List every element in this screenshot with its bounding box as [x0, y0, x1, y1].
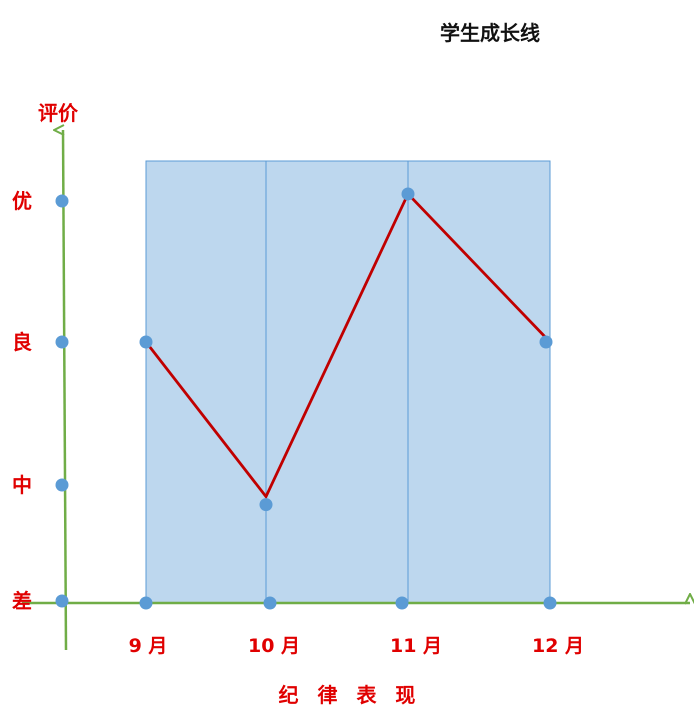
- y-level-marker: [55, 594, 69, 608]
- data-point: [401, 187, 415, 201]
- x-axis-label: 纪 律 表 现: [279, 683, 422, 707]
- data-point: [259, 498, 273, 512]
- x-category-marker: [395, 596, 409, 610]
- x-tick-labels: 9 月 10 月 11 月 12 月: [129, 635, 584, 657]
- y-level-marker: [55, 478, 69, 492]
- x-tick-label: 10 月: [248, 635, 300, 657]
- y-level-marker: [55, 335, 69, 349]
- x-tick-label: 11 月: [390, 635, 442, 657]
- axes: [22, 130, 690, 651]
- y-tick-label: 良: [12, 330, 32, 354]
- chart-title: 学生成长线: [440, 21, 540, 45]
- plot-panel: [145, 160, 551, 604]
- data-point: [139, 335, 153, 349]
- x-category-marker: [543, 596, 557, 610]
- x-category-marker: [263, 596, 277, 610]
- y-level-marker: [55, 194, 69, 208]
- y-tick-label: 优: [12, 189, 32, 213]
- series-growth-line: [139, 187, 553, 512]
- plot-panel-background: [145, 160, 551, 604]
- data-point: [539, 335, 553, 349]
- y-axis-line: [63, 130, 68, 651]
- y-tick-label: 差: [12, 589, 32, 613]
- y-axis-label: 评价: [38, 101, 79, 125]
- x-category-marker: [139, 596, 153, 610]
- x-tick-label: 9 月: [129, 635, 168, 657]
- growth-line: [144, 191, 552, 500]
- x-tick-label: 12 月: [532, 635, 584, 657]
- y-tick-label: 中: [12, 473, 32, 497]
